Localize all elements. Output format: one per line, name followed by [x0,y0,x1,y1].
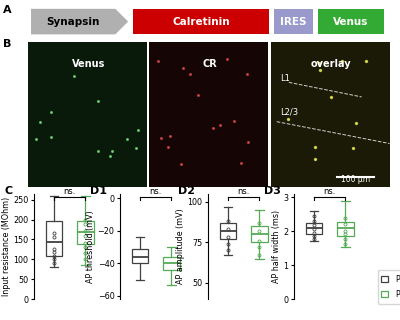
Text: Venus: Venus [72,59,105,69]
Text: D3: D3 [264,186,281,196]
Point [312,145,318,150]
PathPatch shape [46,221,62,256]
Point [71,73,77,78]
Point [194,92,201,97]
Text: ns.: ns. [238,187,250,196]
Point [166,133,173,138]
Point [210,125,216,130]
Text: ns.: ns. [150,187,162,196]
Point [353,120,360,125]
Bar [318,9,384,34]
Y-axis label: AP half width (ms): AP half width (ms) [272,210,281,283]
PathPatch shape [306,222,322,234]
Text: Calretinin: Calretinin [172,17,230,27]
Text: ns.: ns. [324,187,336,196]
Point [238,160,244,165]
Point [223,57,230,62]
Point [134,127,141,132]
Text: CR: CR [203,59,217,69]
Bar [274,9,313,34]
Text: A: A [2,5,11,15]
Point [245,140,251,145]
Point [95,149,101,154]
Bar [133,9,269,34]
Point [338,59,345,64]
Point [48,109,54,114]
Text: C: C [4,186,12,196]
Text: overlay: overlay [311,59,352,69]
Point [178,161,184,166]
Point [230,118,237,123]
Text: Synapsin: Synapsin [46,17,100,27]
Point [106,154,113,159]
Point [285,117,291,122]
Point [363,58,369,63]
Point [132,145,139,150]
Point [317,68,324,73]
Point [123,136,130,141]
Point [312,157,318,162]
Y-axis label: AP amplitude (mV): AP amplitude (mV) [176,209,185,284]
Point [349,145,356,150]
Point [155,59,162,64]
Text: D2: D2 [178,186,195,196]
PathPatch shape [77,221,94,244]
Bar [149,42,268,187]
PathPatch shape [220,223,236,239]
Point [33,136,40,141]
Point [187,72,194,77]
Point [95,99,102,104]
Point [217,123,224,128]
Point [37,120,44,125]
Point [158,135,165,140]
Text: Venus: Venus [333,17,369,27]
Text: 100 μm: 100 μm [341,175,370,184]
Text: B: B [2,39,11,49]
Y-axis label: AP threshold (mV): AP threshold (mV) [86,210,96,283]
Legend: $\mathrm{Pyr_{wt}}$, $\mathrm{Pyr_{CR+}}$: $\mathrm{Pyr_{wt}}$, $\mathrm{Pyr_{CR+}}… [378,270,400,304]
Point [244,71,250,76]
Bar [271,42,390,187]
Point [328,95,334,100]
Point [316,60,322,65]
PathPatch shape [337,221,354,236]
FancyArrow shape [31,9,128,34]
Bar [28,42,147,187]
PathPatch shape [163,257,180,270]
Point [164,144,171,149]
Text: D1: D1 [90,186,107,196]
Text: L2/3: L2/3 [280,107,298,116]
Text: IRES: IRES [280,17,307,27]
Y-axis label: Input resistance (MOhm): Input resistance (MOhm) [2,197,11,296]
Point [48,135,54,140]
Point [109,149,116,154]
Point [179,66,186,71]
Text: L1: L1 [280,74,290,83]
Text: ns.: ns. [64,187,76,196]
PathPatch shape [251,226,268,242]
PathPatch shape [132,249,148,263]
